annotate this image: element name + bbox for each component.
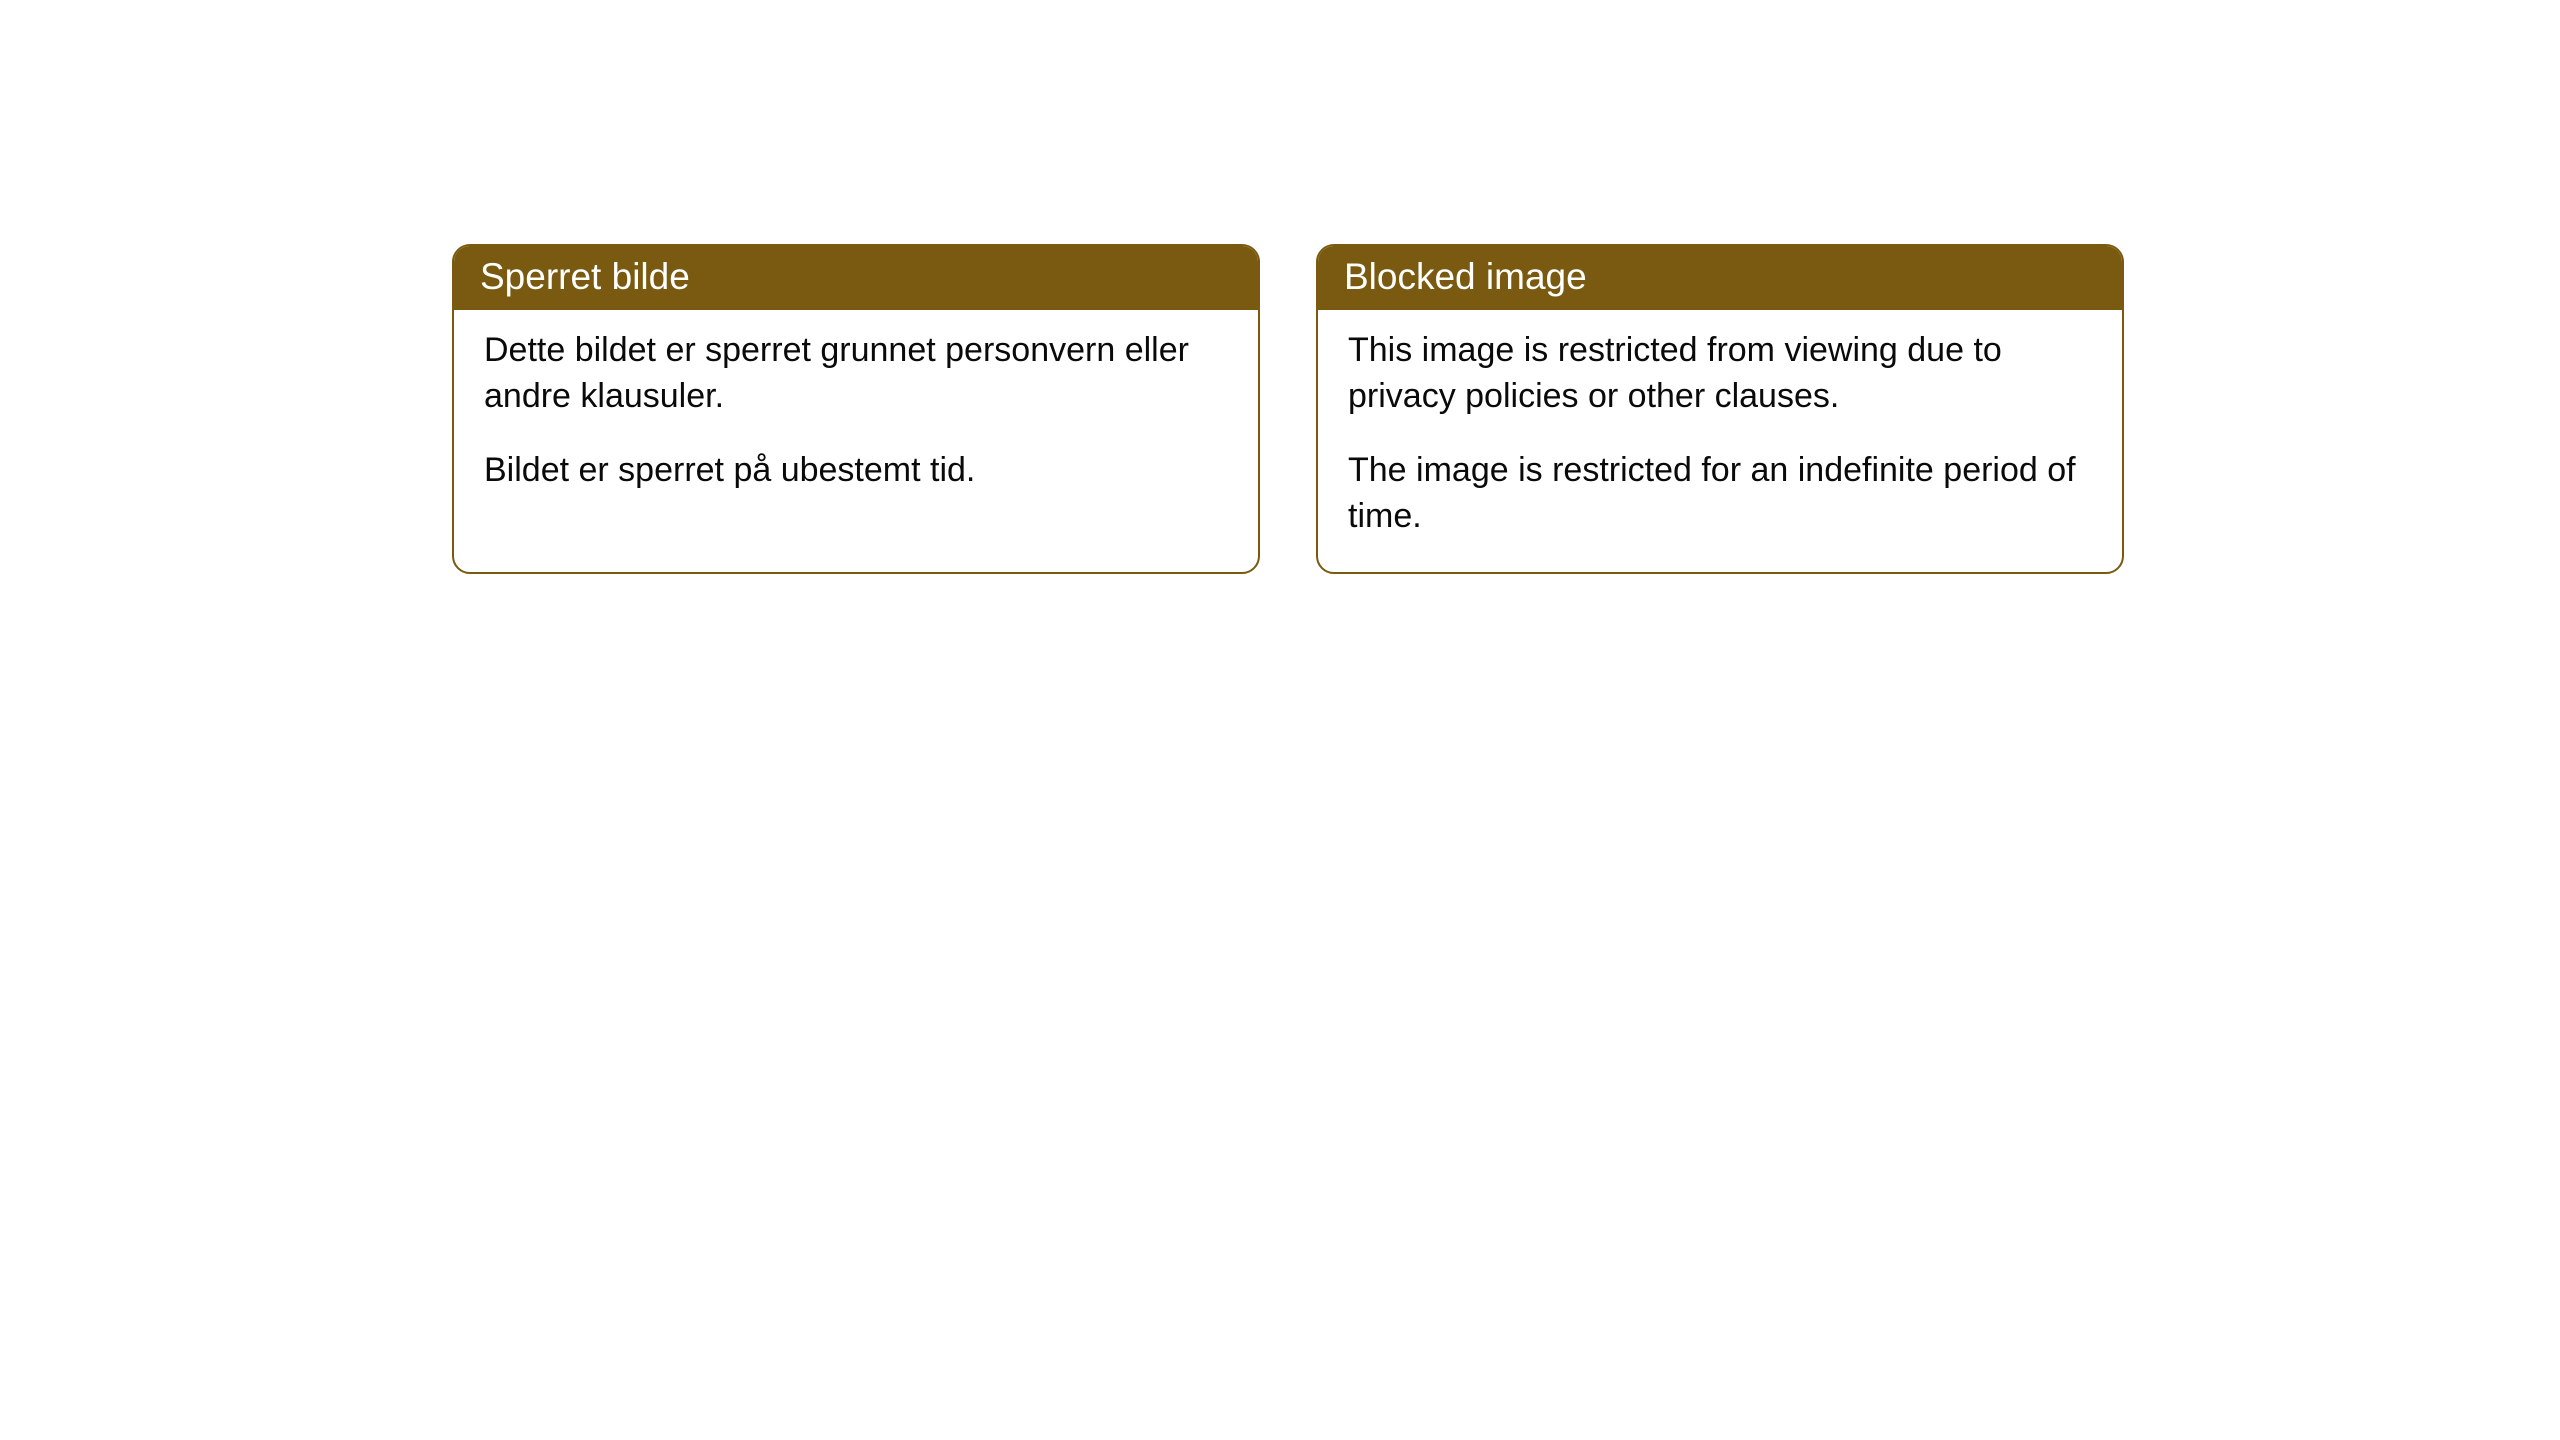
card-paragraph: Bildet er sperret på ubestemt tid.: [484, 448, 1228, 494]
card-paragraph: Dette bildet er sperret grunnet personve…: [484, 328, 1228, 420]
card-paragraph: This image is restricted from viewing du…: [1348, 328, 2092, 420]
notice-card-english: Blocked image This image is restricted f…: [1316, 244, 2124, 574]
card-body: Dette bildet er sperret grunnet personve…: [454, 310, 1258, 526]
card-header: Blocked image: [1318, 246, 2122, 310]
card-title: Blocked image: [1344, 256, 1587, 297]
notice-cards-container: Sperret bilde Dette bildet er sperret gr…: [0, 0, 2560, 574]
notice-card-norwegian: Sperret bilde Dette bildet er sperret gr…: [452, 244, 1260, 574]
card-body: This image is restricted from viewing du…: [1318, 310, 2122, 572]
card-header: Sperret bilde: [454, 246, 1258, 310]
card-title: Sperret bilde: [480, 256, 690, 297]
card-paragraph: The image is restricted for an indefinit…: [1348, 448, 2092, 540]
